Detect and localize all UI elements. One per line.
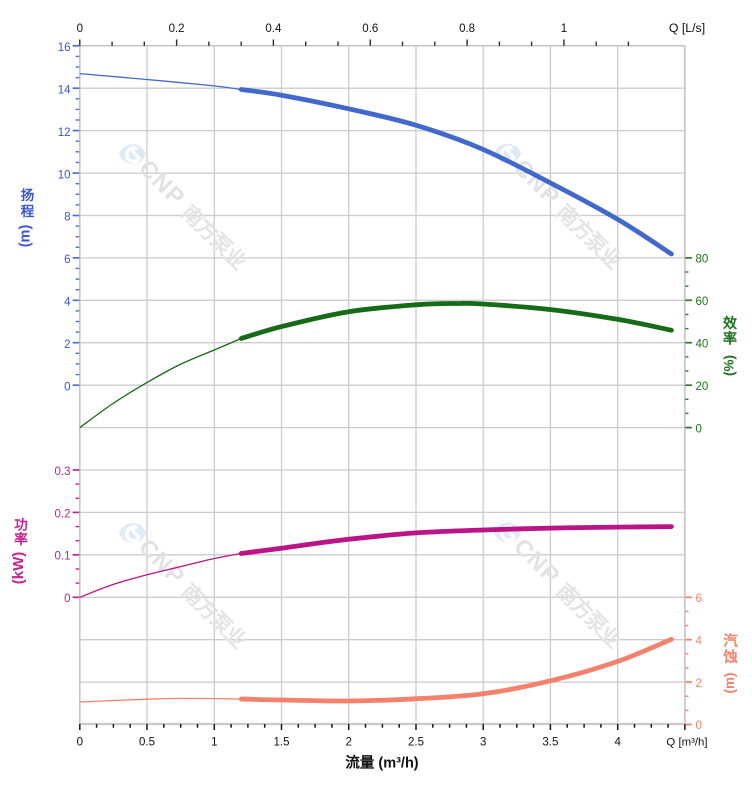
- svg-text:80: 80: [696, 254, 709, 266]
- svg-text:程: 程: [21, 204, 35, 219]
- svg-text:14: 14: [58, 84, 71, 96]
- svg-text:汽: 汽: [723, 632, 738, 650]
- svg-text:0: 0: [64, 381, 70, 393]
- svg-text:60: 60: [696, 296, 709, 308]
- svg-text:4: 4: [614, 737, 621, 749]
- svg-text:6: 6: [696, 593, 702, 605]
- svg-text:0: 0: [696, 423, 702, 435]
- svg-text:40: 40: [696, 338, 709, 350]
- svg-text:0: 0: [77, 23, 83, 35]
- svg-text:2: 2: [64, 339, 70, 351]
- svg-text:0: 0: [696, 720, 702, 732]
- svg-text:CNP: CNP: [509, 533, 566, 590]
- svg-text:3.5: 3.5: [542, 737, 558, 749]
- svg-text:(kW): (kW): [10, 552, 27, 585]
- svg-text:效: 效: [723, 315, 738, 331]
- svg-text:CNP: CNP: [134, 155, 191, 212]
- svg-text:CNP: CNP: [134, 534, 191, 591]
- svg-text:扬: 扬: [21, 187, 35, 203]
- svg-text:10: 10: [58, 169, 71, 181]
- svg-text:16: 16: [58, 42, 71, 54]
- svg-text:0.3: 0.3: [55, 466, 71, 478]
- svg-text:12: 12: [58, 127, 71, 139]
- svg-text:Q [m³/h]: Q [m³/h]: [666, 736, 707, 748]
- svg-text:0: 0: [77, 737, 83, 749]
- svg-text:6: 6: [64, 254, 70, 266]
- svg-text:Q [L/s]: Q [L/s]: [669, 21, 705, 35]
- svg-text:0.4: 0.4: [265, 23, 282, 35]
- svg-text:2: 2: [696, 678, 702, 690]
- svg-text:率: 率: [14, 531, 28, 547]
- svg-text:(%): (%): [722, 355, 737, 376]
- svg-text:率: 率: [723, 331, 737, 347]
- svg-text:0.2: 0.2: [169, 23, 185, 35]
- svg-text:0.2: 0.2: [55, 508, 71, 520]
- svg-text:0.6: 0.6: [362, 23, 378, 35]
- svg-text:20: 20: [696, 381, 709, 393]
- svg-text:蚀: 蚀: [722, 648, 738, 666]
- svg-text:南方泵业: 南方泵业: [552, 200, 626, 274]
- svg-text:2.5: 2.5: [408, 737, 424, 749]
- svg-text:8: 8: [64, 212, 70, 224]
- svg-text:0.8: 0.8: [459, 23, 475, 35]
- svg-text:功: 功: [14, 517, 28, 532]
- svg-text:南方泵业: 南方泵业: [552, 579, 626, 653]
- svg-text:1: 1: [561, 23, 567, 35]
- svg-text:(m): (m): [722, 673, 737, 694]
- svg-text:4: 4: [696, 635, 703, 647]
- svg-text:3: 3: [480, 737, 486, 749]
- svg-text:0.1: 0.1: [55, 551, 71, 563]
- svg-text:0: 0: [64, 593, 70, 605]
- svg-text:4: 4: [64, 297, 71, 309]
- svg-text:CNP: CNP: [509, 154, 566, 211]
- svg-text:1: 1: [211, 737, 217, 749]
- svg-text:流量 (m³/h): 流量 (m³/h): [345, 754, 418, 772]
- svg-text:1.5: 1.5: [274, 737, 290, 749]
- svg-text:2: 2: [345, 737, 351, 749]
- svg-text:(m): (m): [18, 225, 34, 248]
- svg-text:0.5: 0.5: [139, 737, 155, 749]
